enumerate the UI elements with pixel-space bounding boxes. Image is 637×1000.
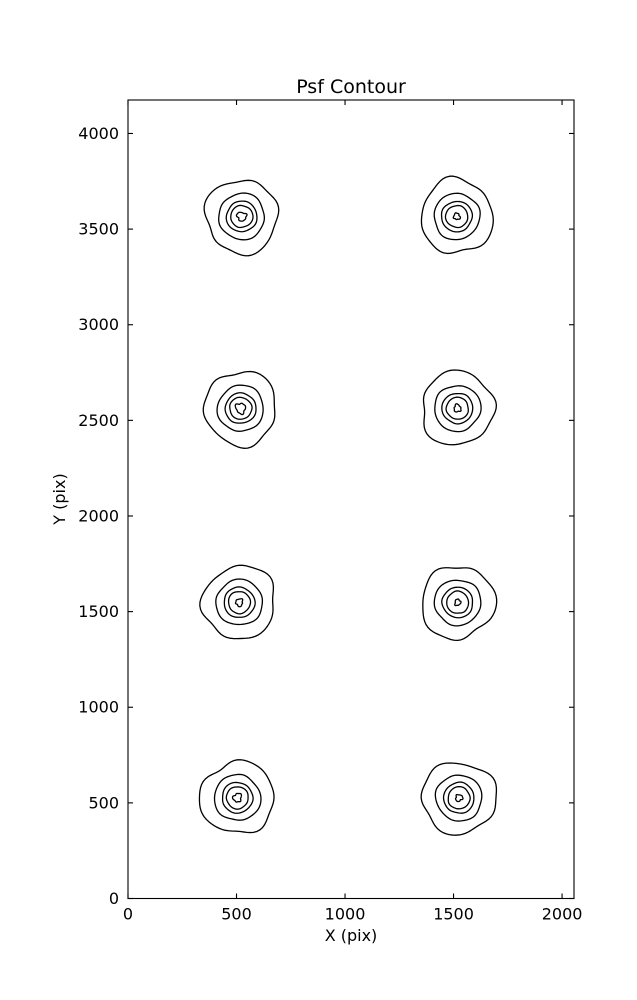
chart-title: Psf Contour — [296, 76, 406, 98]
y-tick-label: 2000 — [78, 506, 119, 525]
contour-ring-level-2 — [434, 385, 482, 433]
contour-ring-level-4 — [229, 396, 253, 420]
contour-ring-level-5 — [234, 598, 244, 608]
contour-source-1 — [203, 179, 280, 257]
contour-ring-level-3 — [440, 200, 474, 233]
y-tick-label: 1500 — [78, 602, 119, 621]
contour-ring-level-2 — [434, 774, 483, 822]
contour-ring-level-4 — [227, 591, 252, 615]
contour-ring-level-2 — [213, 773, 262, 821]
x-tick-label: 500 — [221, 905, 252, 924]
contour-ring-level-2 — [215, 578, 264, 626]
x-axis-label: X (pix) — [325, 926, 378, 945]
chart-generated-layer: 0 500 1000 1500 2000 0 500 1000 1500 2000 2500 3000… — [78, 99, 583, 924]
contour-ring-level-3 — [441, 586, 474, 619]
contour-ring-level-5 — [454, 598, 462, 607]
y-tick-label: 3500 — [78, 220, 119, 239]
contour-source-4 — [422, 369, 498, 446]
contour-ring-level-2 — [433, 579, 482, 627]
axes-frame — [127, 99, 575, 900]
contour-ring-level-5 — [453, 403, 462, 413]
contour-ring-level-2 — [216, 384, 264, 432]
contour-source-5 — [199, 564, 275, 640]
contour-ring-level-1 — [422, 369, 498, 446]
contour-ring-level-3 — [441, 392, 474, 425]
contour-ring-level-4 — [230, 204, 254, 229]
x-tick-label: 2000 — [542, 905, 583, 924]
y-tick-label: 4000 — [78, 124, 119, 143]
contour-ring-level-1 — [420, 175, 494, 255]
y-tick-label: 3000 — [78, 315, 119, 334]
contour-ring-level-4 — [445, 396, 469, 420]
contour-ring-level-5 — [231, 792, 243, 803]
contour-source-8 — [420, 762, 498, 836]
x-tick-label: 1500 — [433, 905, 474, 924]
contour-ring-level-1 — [199, 564, 275, 640]
contour-ring-level-1 — [202, 370, 276, 449]
contour-ring-level-2 — [433, 192, 481, 241]
y-tick-label: 1000 — [78, 698, 119, 717]
contour-source-3 — [202, 370, 276, 449]
contour-ring-level-3 — [224, 392, 257, 424]
contour-ring-level-4 — [225, 786, 249, 810]
contour-ring-level-3 — [223, 586, 256, 618]
contour-ring-level-1 — [198, 759, 275, 834]
contour-ring-level-3 — [225, 200, 258, 233]
contour-ring-level-4 — [444, 204, 469, 229]
contour-source-2 — [420, 175, 494, 255]
contour-ring-level-1 — [203, 179, 280, 257]
contour-source-6 — [422, 567, 498, 642]
contour-ring-level-5 — [234, 402, 247, 416]
y-tick-label: 500 — [88, 793, 119, 812]
contour-ring-level-4 — [446, 590, 470, 614]
contour-ring-level-1 — [422, 567, 498, 642]
contour-ring-level-5 — [235, 211, 248, 222]
contour-ring-level-5 — [452, 212, 462, 221]
contour-ring-level-2 — [218, 192, 266, 241]
contour-ring-level-3 — [442, 781, 475, 814]
y-tick-label: 2500 — [78, 411, 119, 430]
y-tick-label: 0 — [109, 889, 119, 908]
contour-ring-level-3 — [221, 781, 254, 814]
x-tick-label: 1000 — [325, 905, 366, 924]
y-axis-label: Y (pix) — [50, 473, 69, 525]
x-tick-label: 0 — [123, 905, 133, 924]
contour-source-7 — [198, 759, 275, 834]
contour-ring-level-1 — [420, 762, 498, 836]
contour-ring-level-5 — [454, 793, 464, 803]
contour-ring-level-4 — [447, 786, 471, 810]
